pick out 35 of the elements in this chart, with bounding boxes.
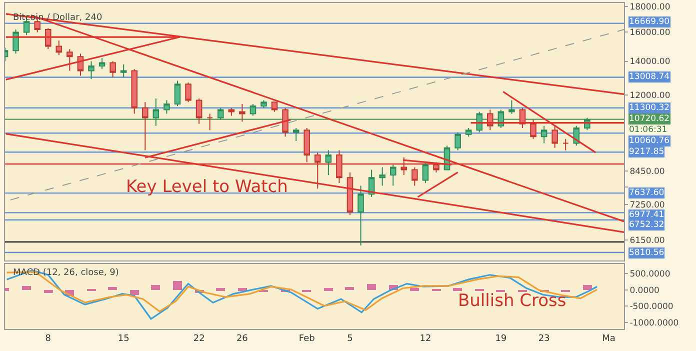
x-tick-label: 15 — [118, 334, 130, 344]
ref-line-label: 10060.76 — [629, 136, 670, 146]
y-tick-label: -500.0000 — [630, 302, 674, 312]
x-tick-label: 8 — [45, 334, 52, 344]
x-tick-label: 19 — [495, 334, 507, 344]
y-tick-label: 0.0000 — [630, 286, 660, 296]
x-tick-label: 23 — [538, 334, 550, 344]
ref-line-label: 11300.32 — [629, 103, 670, 113]
ref-line-label: 6752.32 — [629, 220, 664, 230]
ref-line-label: 6977.41 — [629, 210, 664, 220]
y-tick-label: 12000.00 — [630, 90, 670, 101]
y-tick-label: 500.0000 — [630, 270, 670, 280]
y-tick-label: 16000.00 — [630, 28, 670, 38]
text: 01:06:31 — [629, 125, 668, 135]
x-tick-label: 5 — [347, 334, 353, 344]
x-tick-label: 12 — [420, 334, 432, 344]
ref-line-label: 16669.90 — [629, 17, 670, 27]
text: MACD (12, 26, close, 9) — [13, 268, 119, 278]
y-tick-label: 14000.00 — [630, 57, 670, 68]
x-tick-label: Ma — [602, 334, 616, 344]
y-tick-label: -1000.0000 — [630, 318, 679, 328]
ref-line-label: 5810.56 — [629, 248, 664, 258]
y-tick-label: 6150.00 — [630, 236, 665, 246]
ref-line-label: 13008.74 — [629, 72, 670, 82]
x-tick-label: 22 — [193, 334, 205, 344]
y-tick-label: 8450.00 — [630, 167, 665, 178]
annotation: Key Level to Watch — [126, 177, 288, 197]
ref-line-label: 7637.60 — [629, 188, 664, 198]
y-tick-label: 7250.00 — [630, 200, 665, 210]
annotation: Bullish Cross — [458, 291, 566, 311]
x-tick-label: Feb — [298, 334, 316, 344]
ref-line-label: 10720.62 — [629, 114, 670, 124]
y-tick-label: 18000.00 — [630, 2, 670, 13]
x-tick-label: 26 — [236, 334, 248, 344]
ref-line-label: 9217.85 — [629, 147, 664, 157]
